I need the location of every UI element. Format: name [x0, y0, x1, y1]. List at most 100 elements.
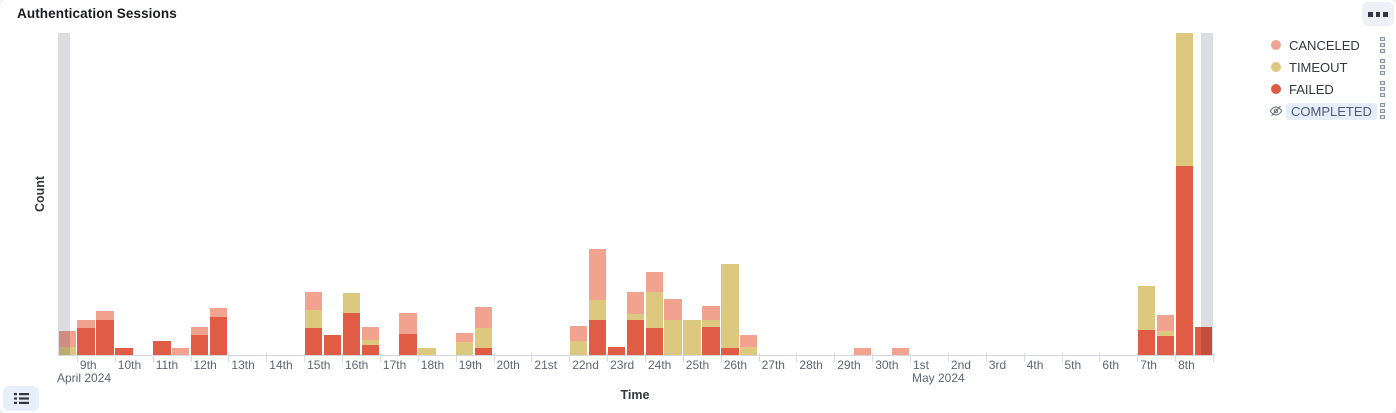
bar-segment-failed[interactable]: [626, 320, 644, 355]
bar-segment-canceled[interactable]: [96, 311, 114, 320]
x-axis-title: Time: [620, 388, 650, 402]
bar-segment-timeout[interactable]: [588, 300, 607, 320]
bar-segment-failed[interactable]: [645, 328, 663, 355]
bar-segment-timeout[interactable]: [418, 348, 436, 355]
x-axis-tick-label: 2nd: [950, 358, 971, 372]
legend-item-completed[interactable]: COMPLETED: [1266, 100, 1392, 122]
page-title: Authentication Sessions: [17, 6, 177, 21]
bar-segment-canceled[interactable]: [588, 249, 607, 300]
x-axis-tick: [266, 353, 268, 362]
x-axis-tick-label: 30th: [875, 358, 899, 372]
bar-segment-timeout[interactable]: [702, 320, 720, 327]
bar-segment-timeout[interactable]: [456, 342, 474, 355]
boxes-vertical-icon[interactable]: [1379, 102, 1386, 120]
bar-segment-timeout[interactable]: [304, 310, 322, 328]
x-axis-tick-label: 19th: [458, 358, 482, 372]
x-axis-tick-label: 5th: [1064, 358, 1082, 372]
x-axis-tick: [76, 353, 78, 362]
bar-segment-canceled[interactable]: [891, 348, 909, 355]
bar-segment-timeout[interactable]: [683, 320, 701, 355]
legend-label[interactable]: FAILED: [1289, 81, 1334, 97]
bar-segment-timeout[interactable]: [664, 320, 682, 355]
bar-segment-canceled[interactable]: [702, 306, 720, 320]
list-icon: [13, 393, 29, 404]
boxes-vertical-icon[interactable]: [1379, 36, 1386, 54]
bar-segment-timeout[interactable]: [721, 264, 739, 348]
bar-segment-canceled[interactable]: [399, 313, 417, 334]
bar-segment-failed[interactable]: [361, 345, 379, 355]
bar-segment-failed[interactable]: [1175, 166, 1193, 355]
legend-label[interactable]: CANCELED: [1289, 37, 1360, 53]
bar-segment-failed[interactable]: [399, 334, 417, 355]
bar-segment-failed[interactable]: [702, 327, 720, 355]
legend-toggle-button[interactable]: [3, 386, 39, 411]
bar-segment-failed[interactable]: [323, 335, 341, 355]
x-axis-tick: [645, 353, 646, 362]
bar-segment-failed[interactable]: [77, 328, 95, 355]
bar-segment-canceled[interactable]: [172, 348, 190, 355]
bar-segment-failed[interactable]: [115, 348, 133, 355]
legend-color-dot: [1271, 40, 1281, 50]
legend-color-dot: [1271, 84, 1281, 94]
legend-label[interactable]: COMPLETED: [1286, 102, 1377, 120]
bar-segment-canceled[interactable]: [456, 333, 474, 342]
bar-segment-failed[interactable]: [588, 320, 607, 355]
x-axis-tick: [796, 353, 798, 362]
x-axis-tick: [1137, 353, 1139, 362]
x-axis-tick: [1061, 353, 1063, 362]
legend-item-timeout[interactable]: TIMEOUT: [1266, 56, 1392, 78]
x-axis-tick-label: 29th: [837, 358, 861, 372]
bar-segment-failed[interactable]: [191, 335, 209, 355]
x-axis-tick-label: 9th: [79, 358, 97, 372]
x-axis-tick: [531, 353, 533, 362]
x-axis-month-label: May 2024: [912, 371, 965, 385]
bar-segment-canceled[interactable]: [361, 327, 379, 340]
bar-segment-timeout[interactable]: [342, 293, 360, 313]
bar-segment-canceled[interactable]: [569, 326, 588, 341]
bar-segment-canceled[interactable]: [191, 327, 209, 335]
bar-segment-canceled[interactable]: [475, 307, 493, 328]
bar-segment-canceled[interactable]: [853, 348, 872, 355]
bar-segment-canceled[interactable]: [304, 292, 322, 310]
bar-segment-failed[interactable]: [721, 348, 739, 355]
bar-segment-timeout[interactable]: [740, 347, 758, 355]
bar-segment-failed[interactable]: [1156, 336, 1175, 355]
bar-segment-canceled[interactable]: [626, 292, 644, 314]
bar-segment-failed[interactable]: [475, 348, 493, 355]
bar-segment-timeout[interactable]: [361, 340, 379, 345]
bar-segment-canceled[interactable]: [1156, 315, 1175, 331]
legend-item-canceled[interactable]: CANCELED: [1266, 34, 1392, 56]
x-axis-tick: [872, 353, 874, 362]
x-axis-tick-label: 11th: [155, 358, 179, 372]
bar-segment-timeout[interactable]: [1175, 33, 1193, 166]
bar-segment-timeout[interactable]: [475, 328, 493, 348]
bar-segment-timeout[interactable]: [569, 341, 588, 355]
legend-item-failed[interactable]: FAILED: [1266, 78, 1392, 100]
bar-segment-canceled[interactable]: [740, 335, 758, 347]
bar-segment-failed[interactable]: [153, 341, 171, 355]
panel-options-button[interactable]: [1362, 2, 1394, 26]
bar-segment-failed[interactable]: [304, 328, 322, 355]
bar-segment-canceled[interactable]: [645, 272, 663, 292]
bar-segment-failed[interactable]: [96, 320, 114, 355]
x-axis-tick: [985, 353, 987, 362]
bar-segment-timeout[interactable]: [1137, 286, 1156, 330]
x-axis-tick-label: 13th: [231, 358, 255, 372]
bar-segment-failed[interactable]: [607, 347, 625, 355]
bar-segment-timeout[interactable]: [626, 314, 644, 320]
x-axis-tick: [947, 353, 949, 362]
bar-segment-timeout[interactable]: [1156, 331, 1175, 336]
bar-segment-failed[interactable]: [1137, 330, 1156, 355]
bar-segment-failed[interactable]: [210, 317, 228, 355]
bar-segment-canceled[interactable]: [664, 299, 682, 320]
legend-label[interactable]: TIMEOUT: [1289, 59, 1348, 75]
boxes-vertical-icon[interactable]: [1379, 58, 1386, 76]
eye-slash-icon: [1269, 105, 1283, 117]
bar-segment-failed[interactable]: [342, 313, 360, 355]
boxes-vertical-icon[interactable]: [1379, 80, 1386, 98]
bar-segment-canceled[interactable]: [210, 308, 228, 317]
bar-segment-timeout[interactable]: [645, 292, 663, 328]
bar-segment-canceled[interactable]: [77, 320, 95, 328]
